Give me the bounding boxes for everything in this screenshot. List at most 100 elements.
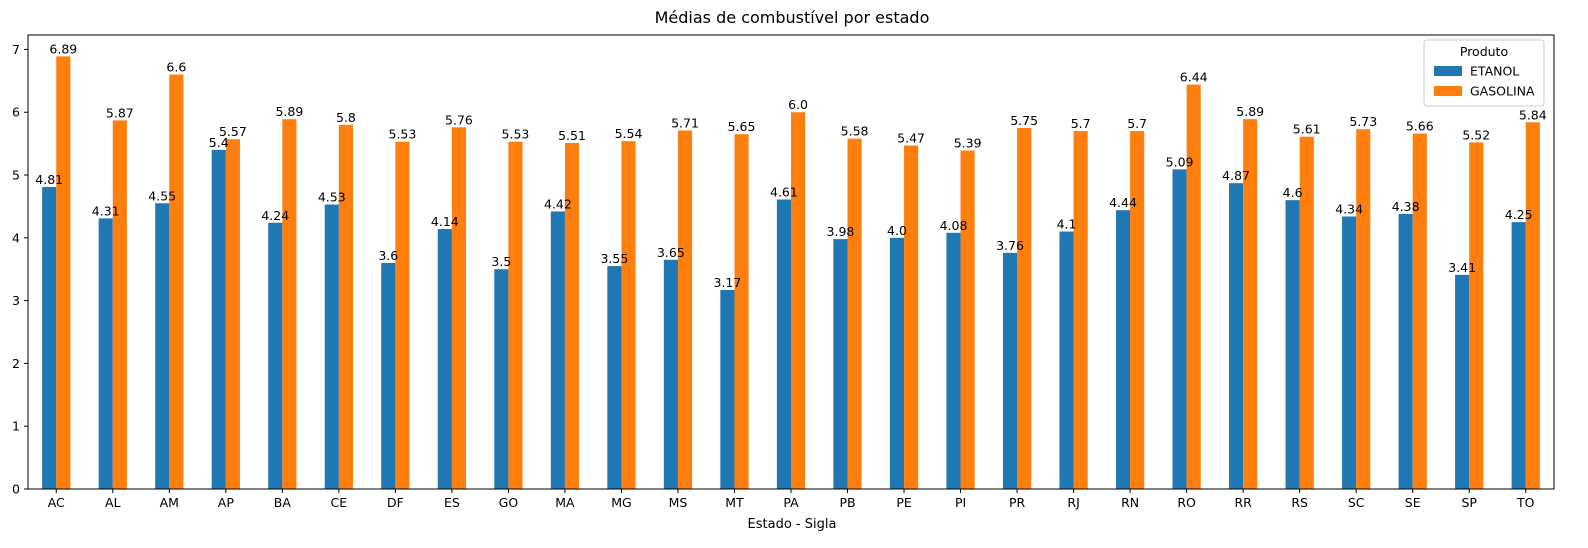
- x-tick-label-ac: AC: [48, 495, 65, 510]
- data-label-etanol-mg: 3.55: [600, 251, 628, 266]
- data-label-etanol-pb: 3.98: [827, 224, 855, 239]
- bar-etanol-ce: [324, 204, 339, 489]
- data-label-gasolina-sc: 5.73: [1349, 114, 1377, 129]
- y-tick-label-7: 7: [12, 42, 20, 57]
- legend-title: Produto: [1460, 44, 1508, 59]
- bar-gasolina-ac: [56, 56, 71, 490]
- bar-etanol-mg: [607, 266, 622, 489]
- bar-gasolina-ba: [282, 119, 297, 489]
- data-label-etanol-rs: 4.6: [1283, 185, 1303, 200]
- x-axis: AC AL AM AP BA CE DF ES GO MA MG MS MT PA PB PE PI PR RJ RN…: [48, 489, 1535, 510]
- bar-etanol-ba: [268, 222, 283, 490]
- x-tick-label-rs: RS: [1291, 495, 1308, 510]
- bar-etanol-pa: [776, 199, 791, 489]
- y-tick-label-5: 5: [12, 168, 20, 183]
- bar-gasolina-pe: [904, 145, 919, 490]
- bar-gasolina-mt: [734, 134, 749, 489]
- data-label-etanol-rr: 4.87: [1222, 168, 1250, 183]
- bar-gasolina-sp: [1469, 142, 1484, 489]
- data-label-etanol-es: 4.14: [431, 214, 459, 229]
- data-label-etanol-se: 4.38: [1392, 199, 1420, 214]
- bar-gasolina-ro: [1186, 84, 1201, 490]
- x-tick-label-rn: RN: [1121, 495, 1139, 510]
- data-label-etanol-go: 3.5: [491, 254, 511, 269]
- bar-etanol-ro: [1172, 169, 1187, 490]
- data-label-etanol-ba: 4.24: [261, 208, 289, 223]
- x-tick-label-pi: PI: [955, 495, 966, 510]
- y-tick-label-2: 2: [12, 356, 20, 371]
- bar-gasolina-ap: [225, 139, 240, 489]
- bar-gasolina-to: [1525, 122, 1540, 489]
- x-tick-label-mg: MG: [611, 495, 631, 510]
- x-tick-label-pe: PE: [896, 495, 912, 510]
- data-label-gasolina-go: 5.53: [502, 127, 530, 142]
- data-label-etanol-rn: 4.44: [1109, 195, 1137, 210]
- data-label-gasolina-ap: 5.57: [219, 124, 247, 139]
- bar-etanol-rs: [1285, 200, 1300, 489]
- bar-etanol-se: [1398, 213, 1413, 490]
- data-labels-layer: 4.81 4.31 4.55 5.4 4.24 4.53 3.6 4.14 3.5 4.42 3.5…: [35, 41, 1546, 290]
- data-label-gasolina-to: 5.84: [1519, 107, 1547, 122]
- y-tick-label-1: 1: [12, 419, 20, 434]
- bar-etanol-sp: [1455, 274, 1470, 489]
- y-axis: 0 1 2 3 4 5 6 7: [12, 42, 28, 497]
- bar-etanol-df: [381, 262, 396, 489]
- x-tick-label-ce: CE: [331, 495, 348, 510]
- x-tick-label-df: DF: [387, 495, 404, 510]
- bar-etanol-sc: [1342, 216, 1357, 489]
- data-label-etanol-ap: 5.4: [209, 135, 229, 150]
- data-label-gasolina-pa: 6.0: [788, 97, 808, 112]
- x-tick-label-sc: SC: [1348, 495, 1365, 510]
- data-label-gasolina-ac: 6.89: [49, 41, 77, 56]
- bar-etanol-rn: [1115, 210, 1131, 490]
- bar-etanol-ms: [663, 259, 678, 489]
- y-tick-label-4: 4: [12, 230, 20, 245]
- data-label-etanol-mt: 3.17: [713, 275, 741, 290]
- bar-gasolina-ma: [564, 143, 580, 489]
- bar-gasolina-mg: [621, 141, 636, 490]
- bar-gasolina-rs: [1299, 136, 1314, 489]
- bar-gasolina-pb: [847, 138, 862, 489]
- x-tick-label-ap: AP: [218, 495, 235, 510]
- bar-etanol-al: [98, 218, 113, 490]
- bar-etanol-am: [155, 203, 170, 489]
- x-tick-label-sp: SP: [1461, 495, 1477, 510]
- bar-etanol-pe: [889, 237, 905, 489]
- bar-gasolina-rr: [1243, 119, 1258, 489]
- bar-etanol-pb: [833, 239, 848, 489]
- bar-gasolina-pr: [1017, 127, 1032, 489]
- data-label-etanol-ro: 5.09: [1166, 154, 1194, 169]
- data-label-etanol-df: 3.6: [378, 248, 398, 263]
- data-label-gasolina-rn: 5.7: [1127, 116, 1147, 131]
- legend: Produto ETANOL GASOLINA: [1423, 39, 1545, 107]
- data-label-etanol-rj: 4.1: [1057, 217, 1077, 232]
- data-label-etanol-ms: 3.65: [657, 245, 685, 260]
- x-tick-label-pa: PA: [783, 495, 799, 510]
- data-label-etanol-sc: 4.34: [1335, 201, 1363, 216]
- bar-gasolina-sc: [1356, 129, 1371, 490]
- data-label-etanol-pi: 4.08: [940, 218, 968, 233]
- bar-etanol-ma: [550, 211, 565, 489]
- data-label-etanol-pe: 4.0: [887, 223, 907, 238]
- bar-gasolina-rn: [1130, 131, 1145, 489]
- bar-gasolina-am: [169, 74, 184, 489]
- data-label-gasolina-ce: 5.8: [336, 110, 356, 125]
- x-tick-label-to: TO: [1516, 495, 1535, 510]
- data-label-etanol-am: 4.55: [148, 188, 176, 203]
- data-label-etanol-ma: 4.42: [544, 196, 572, 211]
- bar-gasolina-rj: [1073, 131, 1088, 489]
- x-tick-label-pb: PB: [839, 495, 855, 510]
- x-axis-label: Estado - Sigla: [748, 517, 837, 532]
- legend-swatch-etanol: [1434, 66, 1462, 76]
- x-tick-label-ro: RO: [1177, 495, 1196, 510]
- data-label-gasolina-ma: 5.51: [558, 128, 586, 143]
- bar-gasolina-ce: [338, 124, 353, 490]
- x-tick-label-es: ES: [444, 495, 460, 510]
- legend-label-gasolina: GASOLINA: [1470, 84, 1535, 99]
- bar-etanol-rr: [1229, 183, 1244, 489]
- data-label-gasolina-mt: 5.65: [728, 119, 756, 134]
- x-tick-label-rr: RR: [1234, 495, 1252, 510]
- bar-etanol-ac: [42, 186, 57, 489]
- data-label-etanol-to: 4.25: [1505, 207, 1533, 222]
